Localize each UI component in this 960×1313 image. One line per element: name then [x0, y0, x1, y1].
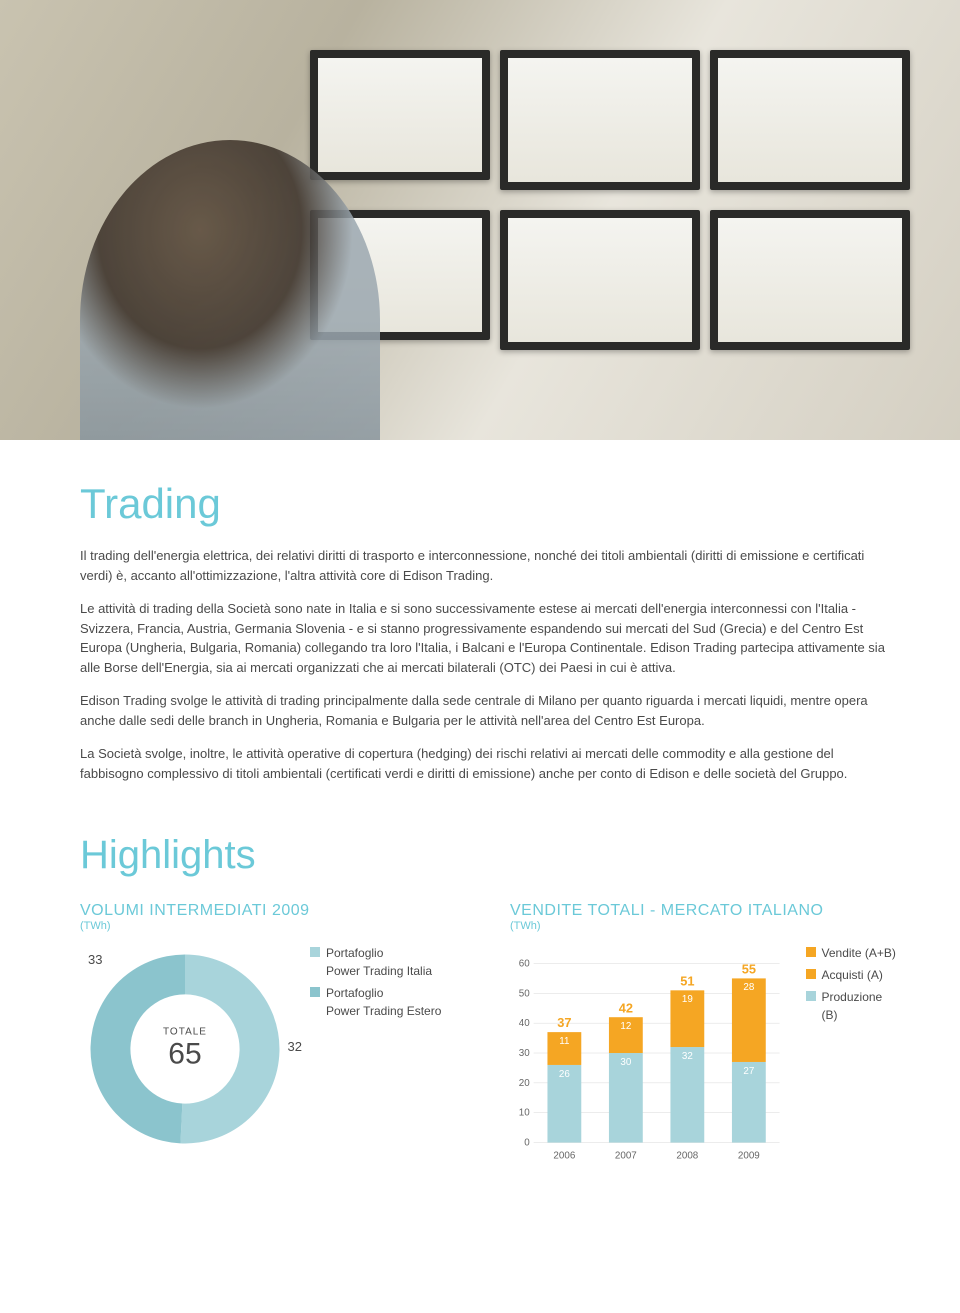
bar-unit: (TWh)	[510, 920, 900, 932]
donut-slice-label-0: 33	[88, 952, 102, 967]
intro-para-3: Edison Trading svolge le attività di tra…	[80, 691, 900, 730]
svg-text:60: 60	[519, 958, 530, 969]
bar-heading: VENDITE TOTALI - MERCATO ITALIANO	[510, 902, 900, 920]
donut-unit: (TWh)	[80, 920, 470, 932]
legend-label: Acquisti (A)	[822, 966, 883, 984]
donut-heading: VOLUMI INTERMEDIATI 2009	[80, 902, 470, 920]
legend-item: Produzione (B)	[806, 988, 901, 1024]
bar-chart: 0 10 20 30 40 50 60 11 26 37 2006 12 30 42 2007 19 32 51 2…	[510, 944, 786, 1164]
svg-text:50: 50	[519, 988, 530, 999]
svg-text:30: 30	[620, 1057, 631, 1068]
hero-photo	[0, 0, 960, 440]
svg-text:19: 19	[682, 994, 693, 1005]
legend-swatch	[806, 947, 816, 957]
svg-text:11: 11	[559, 1036, 569, 1047]
svg-text:12: 12	[620, 1021, 631, 1032]
svg-text:0: 0	[524, 1138, 530, 1149]
svg-text:10: 10	[519, 1108, 530, 1119]
legend-swatch	[310, 987, 320, 997]
svg-text:2009: 2009	[738, 1150, 760, 1161]
svg-text:40: 40	[519, 1018, 530, 1029]
svg-text:42: 42	[619, 1000, 633, 1015]
intro-para-1: Il trading dell'energia elettrica, dei r…	[80, 546, 900, 585]
donut-chart: TOTALE 65 33 32	[80, 944, 290, 1154]
svg-text:51: 51	[680, 973, 694, 988]
legend-item: Vendite (A+B)	[806, 944, 901, 962]
hero-monitors	[310, 50, 930, 350]
legend-swatch	[806, 969, 816, 979]
svg-text:2008: 2008	[676, 1150, 698, 1161]
legend-item: PortafoglioPower Trading Estero	[310, 984, 441, 1020]
svg-text:28: 28	[743, 982, 754, 993]
intro-para-4: La Società svolge, inoltre, le attività …	[80, 744, 900, 783]
bar-chart-section: VENDITE TOTALI - MERCATO ITALIANO (TWh) …	[510, 902, 900, 1164]
legend-swatch	[310, 947, 320, 957]
svg-text:37: 37	[557, 1015, 571, 1030]
legend-swatch	[806, 991, 816, 1001]
svg-text:55: 55	[742, 961, 756, 976]
legend-label: PortafoglioPower Trading Estero	[326, 984, 441, 1020]
legend-label: Produzione (B)	[822, 988, 901, 1024]
legend-item: PortafoglioPower Trading Italia	[310, 944, 441, 980]
donut-total-label: TOTALE	[163, 1027, 207, 1038]
svg-text:32: 32	[682, 1051, 693, 1062]
legend-label: Vendite (A+B)	[822, 944, 896, 962]
highlights-title: Highlights	[80, 833, 900, 878]
svg-text:2007: 2007	[615, 1150, 637, 1161]
svg-text:2006: 2006	[553, 1150, 575, 1161]
legend-item: Acquisti (A)	[806, 966, 901, 984]
donut-total-value: 65	[163, 1038, 207, 1072]
svg-text:27: 27	[743, 1066, 754, 1077]
donut-legend: PortafoglioPower Trading Italia Portafogl…	[310, 944, 441, 1024]
intro-para-2: Le attività di trading della Società son…	[80, 599, 900, 677]
donut-chart-section: VOLUMI INTERMEDIATI 2009 (TWh) TOTALE 65…	[80, 902, 470, 1164]
svg-text:20: 20	[519, 1078, 530, 1089]
svg-text:30: 30	[519, 1048, 530, 1059]
bar-legend: Vendite (A+B) Acquisti (A) Produzione (B)	[806, 944, 901, 1028]
donut-slice-label-1: 32	[288, 1039, 302, 1054]
legend-label: PortafoglioPower Trading Italia	[326, 944, 432, 980]
svg-text:26: 26	[559, 1069, 570, 1080]
page-title: Trading	[80, 480, 900, 528]
